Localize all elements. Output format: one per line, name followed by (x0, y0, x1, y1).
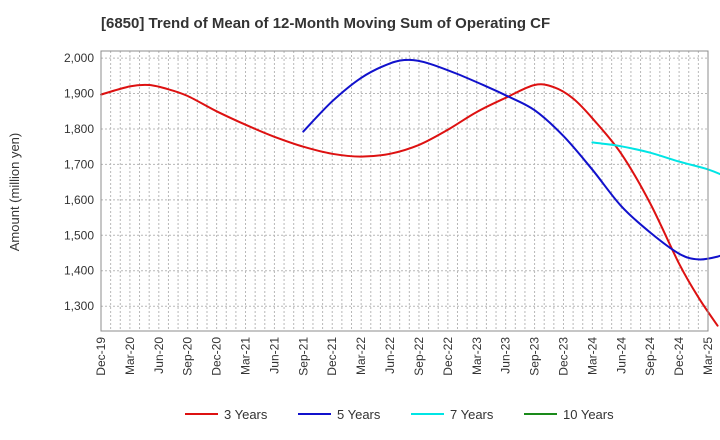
x-tick-label: Jun-24 (614, 337, 628, 374)
x-tick-label: Jun-22 (383, 337, 397, 374)
x-tick-label: Mar-21 (239, 337, 253, 375)
y-tick-label: 2,000 (64, 51, 94, 65)
x-tick-label: Sep-22 (412, 337, 426, 376)
series-layer (100, 58, 720, 327)
x-tick-label: Mar-24 (585, 337, 599, 375)
x-tick-label: Jun-21 (267, 337, 281, 374)
legend-label: 7 Years (450, 407, 494, 422)
x-tick-label: Mar-20 (123, 337, 137, 375)
y-tick-label: 1,500 (64, 228, 94, 242)
x-tick-label: Dec-19 (94, 337, 108, 376)
legend-label: 10 Years (563, 407, 614, 422)
plot-frame (100, 50, 709, 332)
x-tick-label: Dec-21 (325, 337, 339, 376)
x-tick-label: Mar-22 (354, 337, 368, 375)
x-tick-label: Sep-23 (528, 337, 542, 376)
series-line-7-years (591, 141, 720, 176)
chart-title: [6850] Trend of Mean of 12-Month Moving … (101, 15, 550, 32)
x-tick-label: Sep-24 (643, 337, 657, 376)
x-tick-label: Dec-23 (556, 337, 570, 376)
grid (101, 51, 708, 331)
y-tick-label: 1,400 (64, 264, 94, 278)
x-tick-label: Dec-24 (672, 337, 686, 376)
x-tick-labels: Dec-19 Mar-20 Jun-20 Sep-20 Dec-20 Mar-21 Jun-… (94, 337, 715, 376)
legend-label: 3 Years (224, 407, 268, 422)
series-line-5-years (302, 58, 720, 261)
x-tick-label: Jun-23 (499, 337, 513, 374)
x-tick-label: Dec-20 (210, 337, 224, 376)
y-axis-label: Amount (million yen) (7, 133, 22, 252)
y-tick-label: 1,800 (64, 122, 94, 136)
y-tick-label: 1,900 (64, 87, 94, 101)
y-tick-labels: 1,300 1,400 1,500 1,600 1,700 1,800 1,900 2,000 (64, 51, 94, 313)
x-tick-label: Dec-22 (441, 337, 455, 376)
legend: 3 Years 5 Years 7 Years 10 Years (185, 407, 614, 422)
x-tick-label: Jun-20 (152, 337, 166, 374)
y-tick-label: 1,700 (64, 157, 94, 171)
x-tick-label: Sep-20 (181, 337, 195, 376)
x-tick-label: Mar-23 (470, 337, 484, 375)
y-tick-label: 1,600 (64, 193, 94, 207)
series-line-3-years (100, 83, 719, 327)
x-tick-label: Sep-21 (296, 337, 310, 376)
y-tick-label: 1,300 (64, 299, 94, 313)
x-tick-label: Mar-25 (701, 337, 715, 375)
legend-label: 5 Years (337, 407, 381, 422)
